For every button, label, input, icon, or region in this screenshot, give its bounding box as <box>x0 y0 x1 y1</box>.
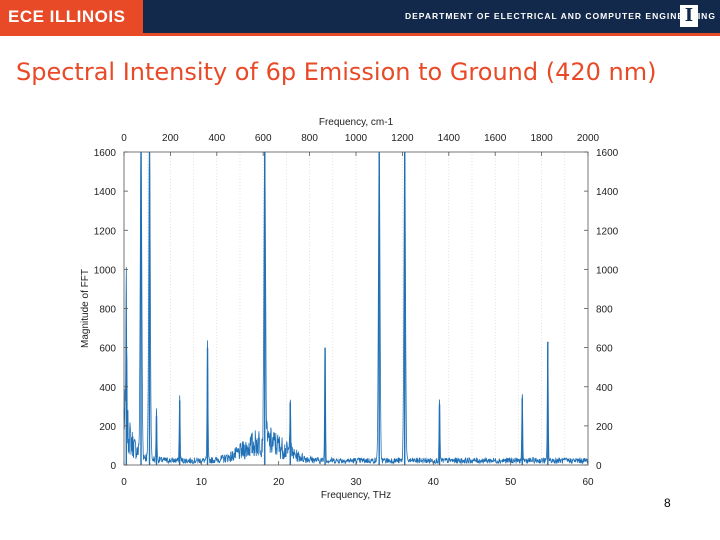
y-tick-label: 200 <box>99 422 116 433</box>
ece-illinois-logo: ECE ILLINOIS <box>0 0 143 33</box>
y2-tick-label: 1200 <box>596 226 619 237</box>
department-name: DEPARTMENT OF ELECTRICAL AND COMPUTER EN… <box>405 11 716 21</box>
x2-tick-label: 1200 <box>391 133 414 144</box>
y2-tick-label: 1000 <box>596 265 619 276</box>
x2-tick-label: 400 <box>208 133 225 144</box>
x2-tick-label: 600 <box>255 133 272 144</box>
y-tick-label: 800 <box>99 305 116 316</box>
x2-tick-label: 1400 <box>438 133 461 144</box>
y2-tick-label: 1400 <box>596 187 619 198</box>
y2-tick-label: 800 <box>596 305 613 316</box>
x-tick-label: 20 <box>273 477 285 488</box>
y-axis-label: Magnitude of FFT <box>80 269 91 348</box>
y-tick-label: 1400 <box>94 187 117 198</box>
y2-tick-label: 600 <box>596 344 613 355</box>
x-tick-label: 50 <box>505 477 517 488</box>
x2-tick-label: 200 <box>162 133 179 144</box>
block-i-logo-icon: I <box>680 5 698 27</box>
y2-tick-label: 0 <box>596 461 602 472</box>
x2-axis-label: Frequency, cm-1 <box>319 117 394 128</box>
x2-tick-label: 1000 <box>345 133 368 144</box>
y-tick-label: 0 <box>110 461 116 472</box>
x2-tick-label: 2000 <box>577 133 600 144</box>
x-tick-label: 10 <box>196 477 208 488</box>
y-tick-label: 1200 <box>94 226 117 237</box>
y-tick-label: 1000 <box>94 265 117 276</box>
x-axis-label: Frequency, THz <box>321 490 391 501</box>
page-number: 8 <box>664 496 671 510</box>
y2-tick-label: 1600 <box>596 148 619 159</box>
x-tick-label: 30 <box>350 477 362 488</box>
x2-tick-label: 800 <box>301 133 318 144</box>
x2-tick-label: 1800 <box>530 133 553 144</box>
x2-tick-label: 0 <box>121 133 127 144</box>
x-tick-label: 40 <box>428 477 440 488</box>
y2-tick-label: 200 <box>596 422 613 433</box>
x2-tick-label: 1600 <box>484 133 507 144</box>
y-tick-label: 400 <box>99 383 116 394</box>
y-tick-label: 600 <box>99 344 116 355</box>
header-banner: ECE ILLINOIS DEPARTMENT OF ELECTRICAL AN… <box>0 0 720 36</box>
slide-title: Spectral Intensity of 6p Emission to Gro… <box>16 58 657 86</box>
x-tick-label: 0 <box>121 477 127 488</box>
x-tick-label: 60 <box>582 477 594 488</box>
y-tick-label: 1600 <box>94 148 117 159</box>
y2-tick-label: 400 <box>596 383 613 394</box>
